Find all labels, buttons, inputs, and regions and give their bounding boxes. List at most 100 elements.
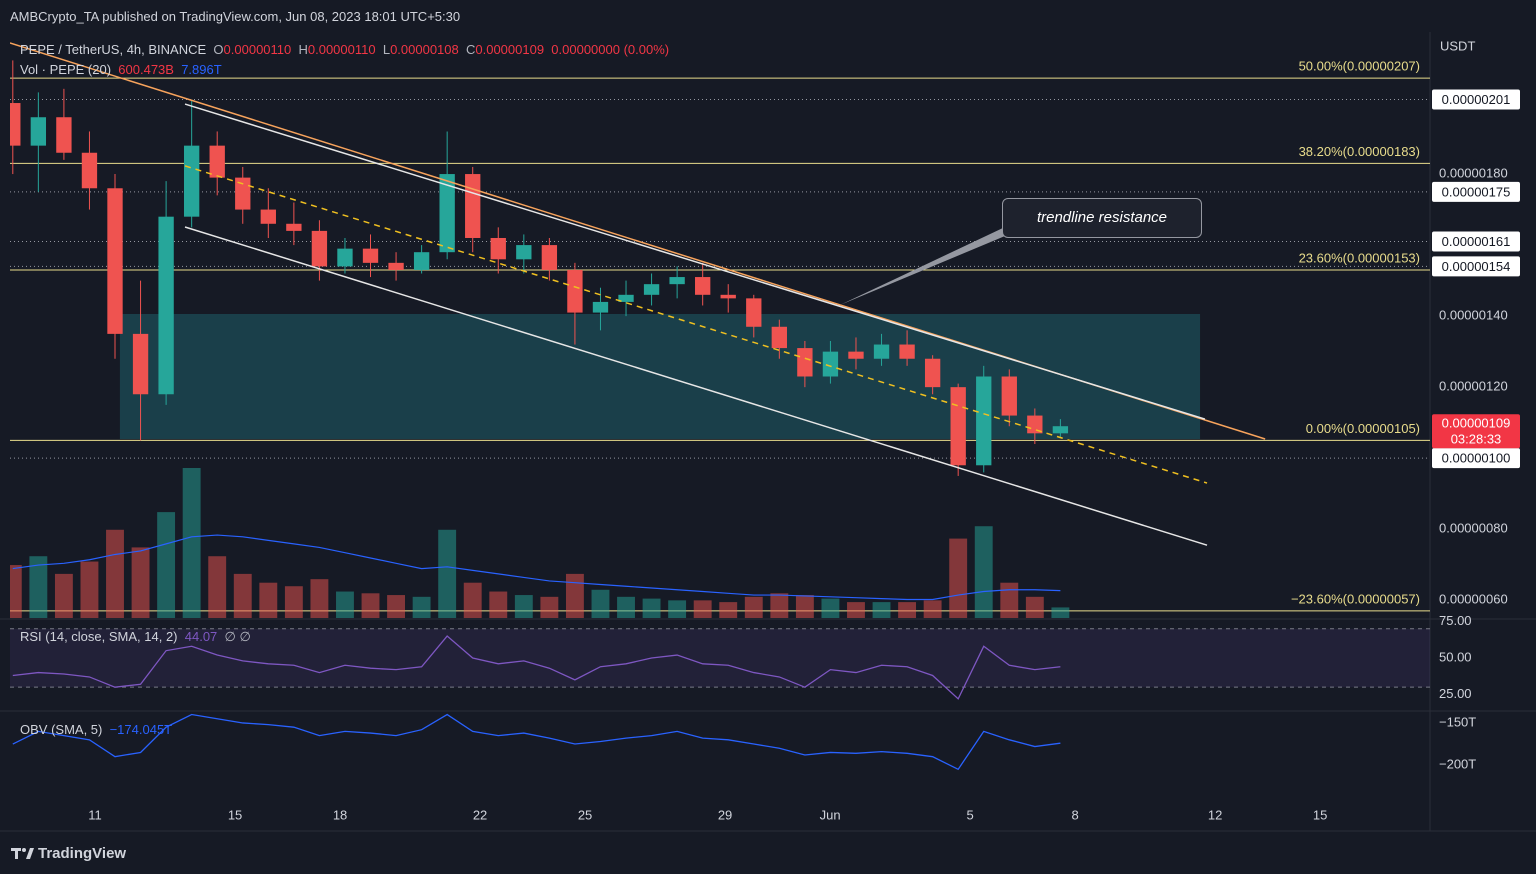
volume-bar [1051, 607, 1070, 618]
volume-bar [974, 526, 993, 618]
volume-bar [361, 593, 380, 618]
channel-line [184, 103, 1206, 420]
zone [119, 313, 1201, 440]
x-tick-label: 25 [578, 807, 592, 822]
candle-body [235, 177, 251, 210]
volume-legend: Vol · PEPE (20) 600.473B 7.896T [20, 62, 222, 77]
rsi-band [10, 628, 1430, 688]
volume-bar [412, 596, 431, 618]
price-level-label: 0.00000154 [1442, 259, 1511, 274]
x-tick-label: 18 [333, 807, 347, 822]
obv-title: OBV (SMA, 5) [20, 722, 103, 737]
volume-bar [438, 529, 457, 618]
candle-body [516, 245, 532, 260]
candle-body [81, 152, 98, 189]
candle-body [260, 209, 276, 224]
symbol-legend: PEPE / TetherUS, 4h, BINANCE O0.00000110… [20, 42, 669, 57]
open-label: O [213, 42, 224, 57]
candle-body [311, 230, 328, 267]
candle-body [592, 301, 609, 313]
candle-body [1052, 426, 1069, 434]
candle-body [899, 344, 915, 359]
volume-bar [591, 589, 610, 618]
candle-body [976, 376, 992, 466]
rsi-title: RSI (14, close, SMA, 14, 2) [20, 629, 178, 644]
volume-bar [233, 573, 252, 618]
y-tick-label: 0.00000180 [1439, 165, 1508, 180]
volume-bar [463, 582, 482, 618]
last-price-box [1432, 414, 1520, 449]
publisher: AMBCrypto_TA published on TradingView.co… [10, 9, 461, 24]
candle-body [10, 103, 21, 146]
price-pane [10, 42, 1430, 618]
y-tick-label: 0.00000120 [1439, 379, 1508, 394]
high-label: H [298, 42, 308, 57]
volume-bar [847, 602, 865, 618]
candle-body [413, 252, 430, 270]
candle-body [56, 117, 72, 153]
callout: trendline resistance [1002, 198, 1202, 238]
x-tick-label: Jun [820, 807, 841, 822]
volume-bar [540, 596, 559, 618]
y-tick-label: 25.00 [1439, 686, 1472, 701]
volume-bar [514, 595, 533, 618]
obv-line [12, 713, 1061, 771]
candle-body [132, 333, 149, 395]
volume-bar [821, 598, 840, 618]
volume-bar [872, 602, 891, 618]
volume-bar [106, 529, 124, 618]
candle-body [107, 188, 123, 334]
x-tick-label: 22 [473, 807, 487, 822]
volume-bar [336, 591, 354, 618]
y-tick-label: 75.00 [1439, 613, 1472, 628]
rsi-legend: RSI (14, close, SMA, 14, 2) 44.07 ∅ ∅ [20, 629, 251, 645]
price-level-box [1432, 231, 1520, 252]
y-tick-label: 0.00000140 [1439, 308, 1508, 323]
close: 0.00000109 [475, 42, 545, 57]
rsi-line [12, 635, 1061, 700]
y-tick-label: −200T [1439, 757, 1476, 772]
volume-bar [80, 561, 99, 618]
rsi-last: 44.07 [184, 629, 218, 644]
volume-bar [795, 595, 814, 618]
x-tick-label: 15 [1313, 807, 1327, 822]
volume-ma [12, 534, 1061, 601]
volume-bar [898, 602, 917, 618]
volume-bar [157, 512, 176, 618]
volume-bar [387, 595, 406, 618]
candle-body [337, 248, 353, 267]
y-tick-label: 0.00000060 [1439, 592, 1508, 607]
price-level-label: 0.00000201 [1442, 92, 1511, 107]
countdown: 03:28:33 [1451, 432, 1502, 447]
candle-body [873, 344, 890, 359]
candle-body [183, 145, 200, 217]
candle-body [695, 277, 711, 295]
x-tick-label: 5 [966, 807, 973, 822]
x-tick-label: 29 [718, 807, 732, 822]
y-tick-label: 0.00000080 [1439, 521, 1508, 536]
candle-body [30, 117, 47, 146]
candle-body [490, 237, 506, 260]
candle-body [209, 145, 225, 178]
candle-body [1001, 376, 1017, 416]
candle-body [669, 277, 685, 285]
price-level-label: 0.00000100 [1442, 451, 1511, 466]
brand: TradingView [38, 845, 127, 862]
candle-body [822, 351, 839, 377]
candle-body [541, 245, 558, 270]
callout-pointer [840, 227, 1005, 305]
candle-body [797, 348, 813, 377]
price-level-label: 0.00000161 [1442, 234, 1511, 249]
price-level-box [1432, 256, 1520, 277]
candle-body [618, 294, 634, 302]
fib-label: −23.60%(0.00000057) [1291, 591, 1420, 606]
volume-bar [770, 593, 789, 618]
price-level-box [1432, 181, 1520, 202]
volume-bar [923, 600, 942, 618]
volume-bar [1000, 582, 1019, 618]
volume-bar [1025, 596, 1044, 618]
candle-body [848, 351, 864, 359]
